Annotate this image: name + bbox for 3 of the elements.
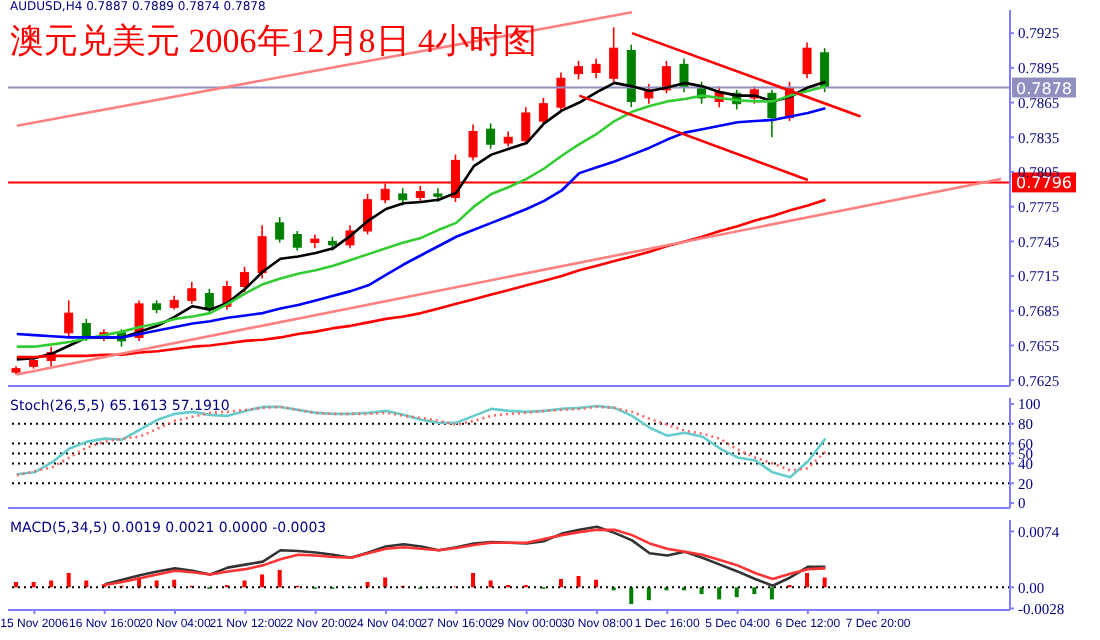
chart-title: 澳元兑美元 2006年12月8日 4小时图 [10, 20, 537, 64]
ref-line-label: 0.7796 [1016, 174, 1072, 193]
ref-line-label: 0.7878 [1016, 79, 1072, 98]
